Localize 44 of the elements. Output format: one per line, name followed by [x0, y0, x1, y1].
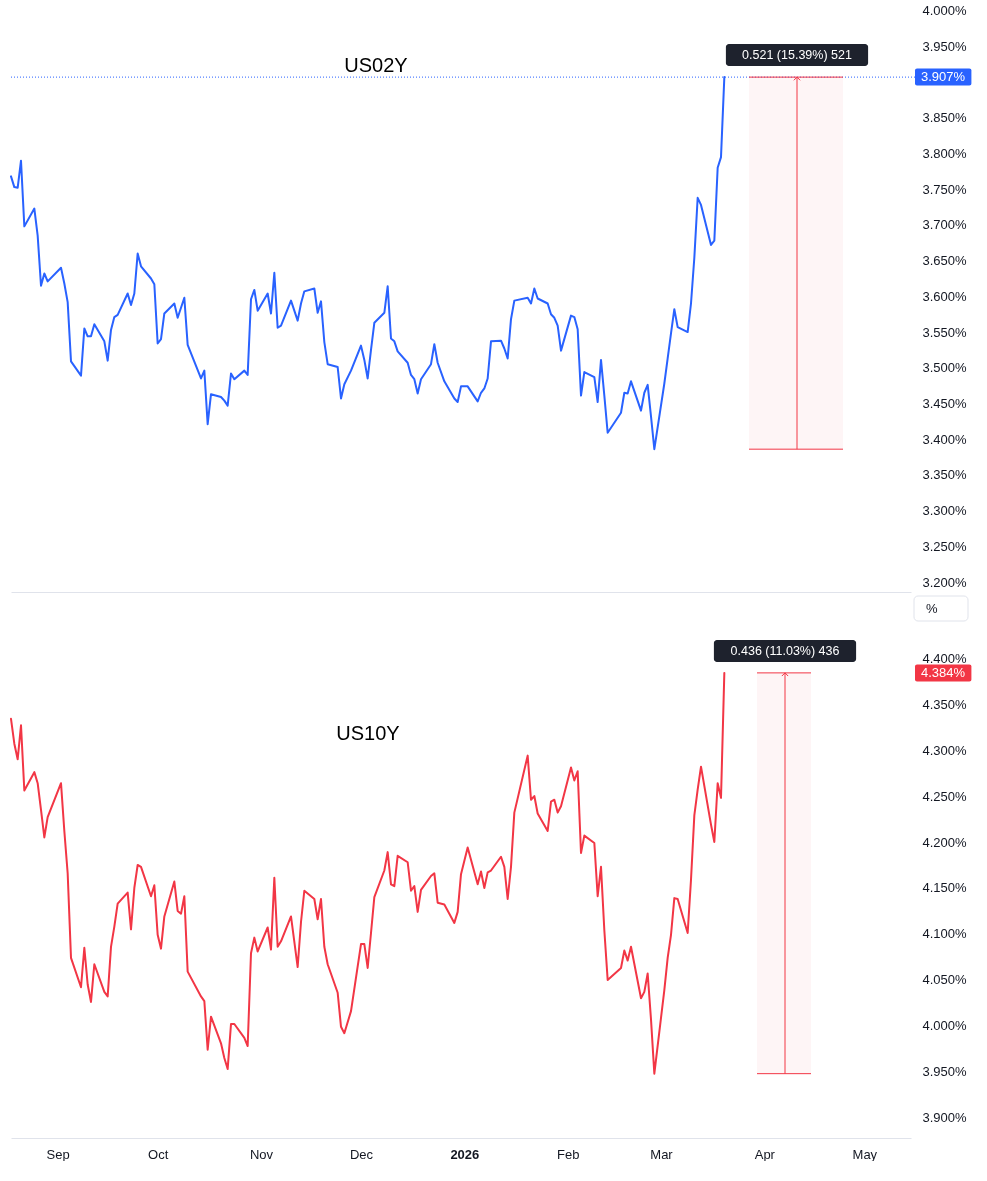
x-tick-label: Feb [556, 1146, 580, 1162]
y-tick-label: 3.600% [922, 288, 968, 304]
y-tick-label: 3.800% [922, 146, 968, 162]
y-tick-label: 3.950% [922, 38, 968, 54]
y-tick-label: 3.550% [922, 324, 968, 340]
y-tick-label: 4.150% [922, 880, 968, 896]
y-tick-label: 4.400% [922, 650, 968, 666]
y-tick-label: 3.200% [922, 574, 968, 590]
band-label: 0.521 (15.39%) 521 [742, 48, 852, 63]
y-tick-label: 4.200% [922, 834, 968, 850]
y-tick-label: 3.900% [922, 1110, 968, 1126]
y-tick-label: 4.100% [922, 926, 968, 942]
y-tick-label: 4.250% [922, 788, 968, 804]
text: % [926, 600, 938, 616]
y-tick-label: 4.050% [922, 972, 968, 988]
y-tick-label: 3.400% [922, 431, 968, 447]
text: US10Y [336, 722, 400, 744]
x-tick-label: Nov [249, 1146, 274, 1162]
band-label: 0.436 (11.03%) 436 [730, 643, 840, 658]
x-tick-label: Mar [650, 1146, 674, 1162]
y-tick-label: 3.750% [922, 181, 968, 197]
y-tick-label: 4.000% [922, 3, 968, 19]
x-tick-label: 2026 [450, 1146, 480, 1162]
ref-line-label: 3.907% [921, 69, 966, 85]
y-tick-label: 3.300% [922, 503, 968, 519]
x-tick-label: May [852, 1146, 878, 1162]
y-tick-label: 3.850% [922, 110, 968, 126]
y-tick-label: 4.300% [922, 742, 968, 758]
text: US02Y [344, 54, 408, 76]
y-tick-label: 3.500% [922, 360, 968, 376]
x-tick-label: Apr [754, 1146, 776, 1162]
y-tick-label: 3.450% [922, 395, 968, 411]
y-tick-label: 3.250% [922, 538, 968, 554]
y-tick-label: 3.700% [922, 217, 968, 233]
x-tick-label: Sep [46, 1146, 70, 1162]
x-tick-label: Dec [349, 1146, 374, 1162]
y-tick-label: 4.000% [922, 1018, 968, 1034]
y-tick-label: 3.650% [922, 253, 968, 269]
y-tick-label: 3.350% [922, 467, 968, 483]
x-tick-label: Oct [148, 1146, 169, 1162]
y-tick-label: 3.950% [922, 1064, 968, 1080]
line-series [10, 671, 726, 1075]
y-tick-label: 4.350% [922, 696, 968, 712]
text: 4.384% [921, 664, 966, 680]
